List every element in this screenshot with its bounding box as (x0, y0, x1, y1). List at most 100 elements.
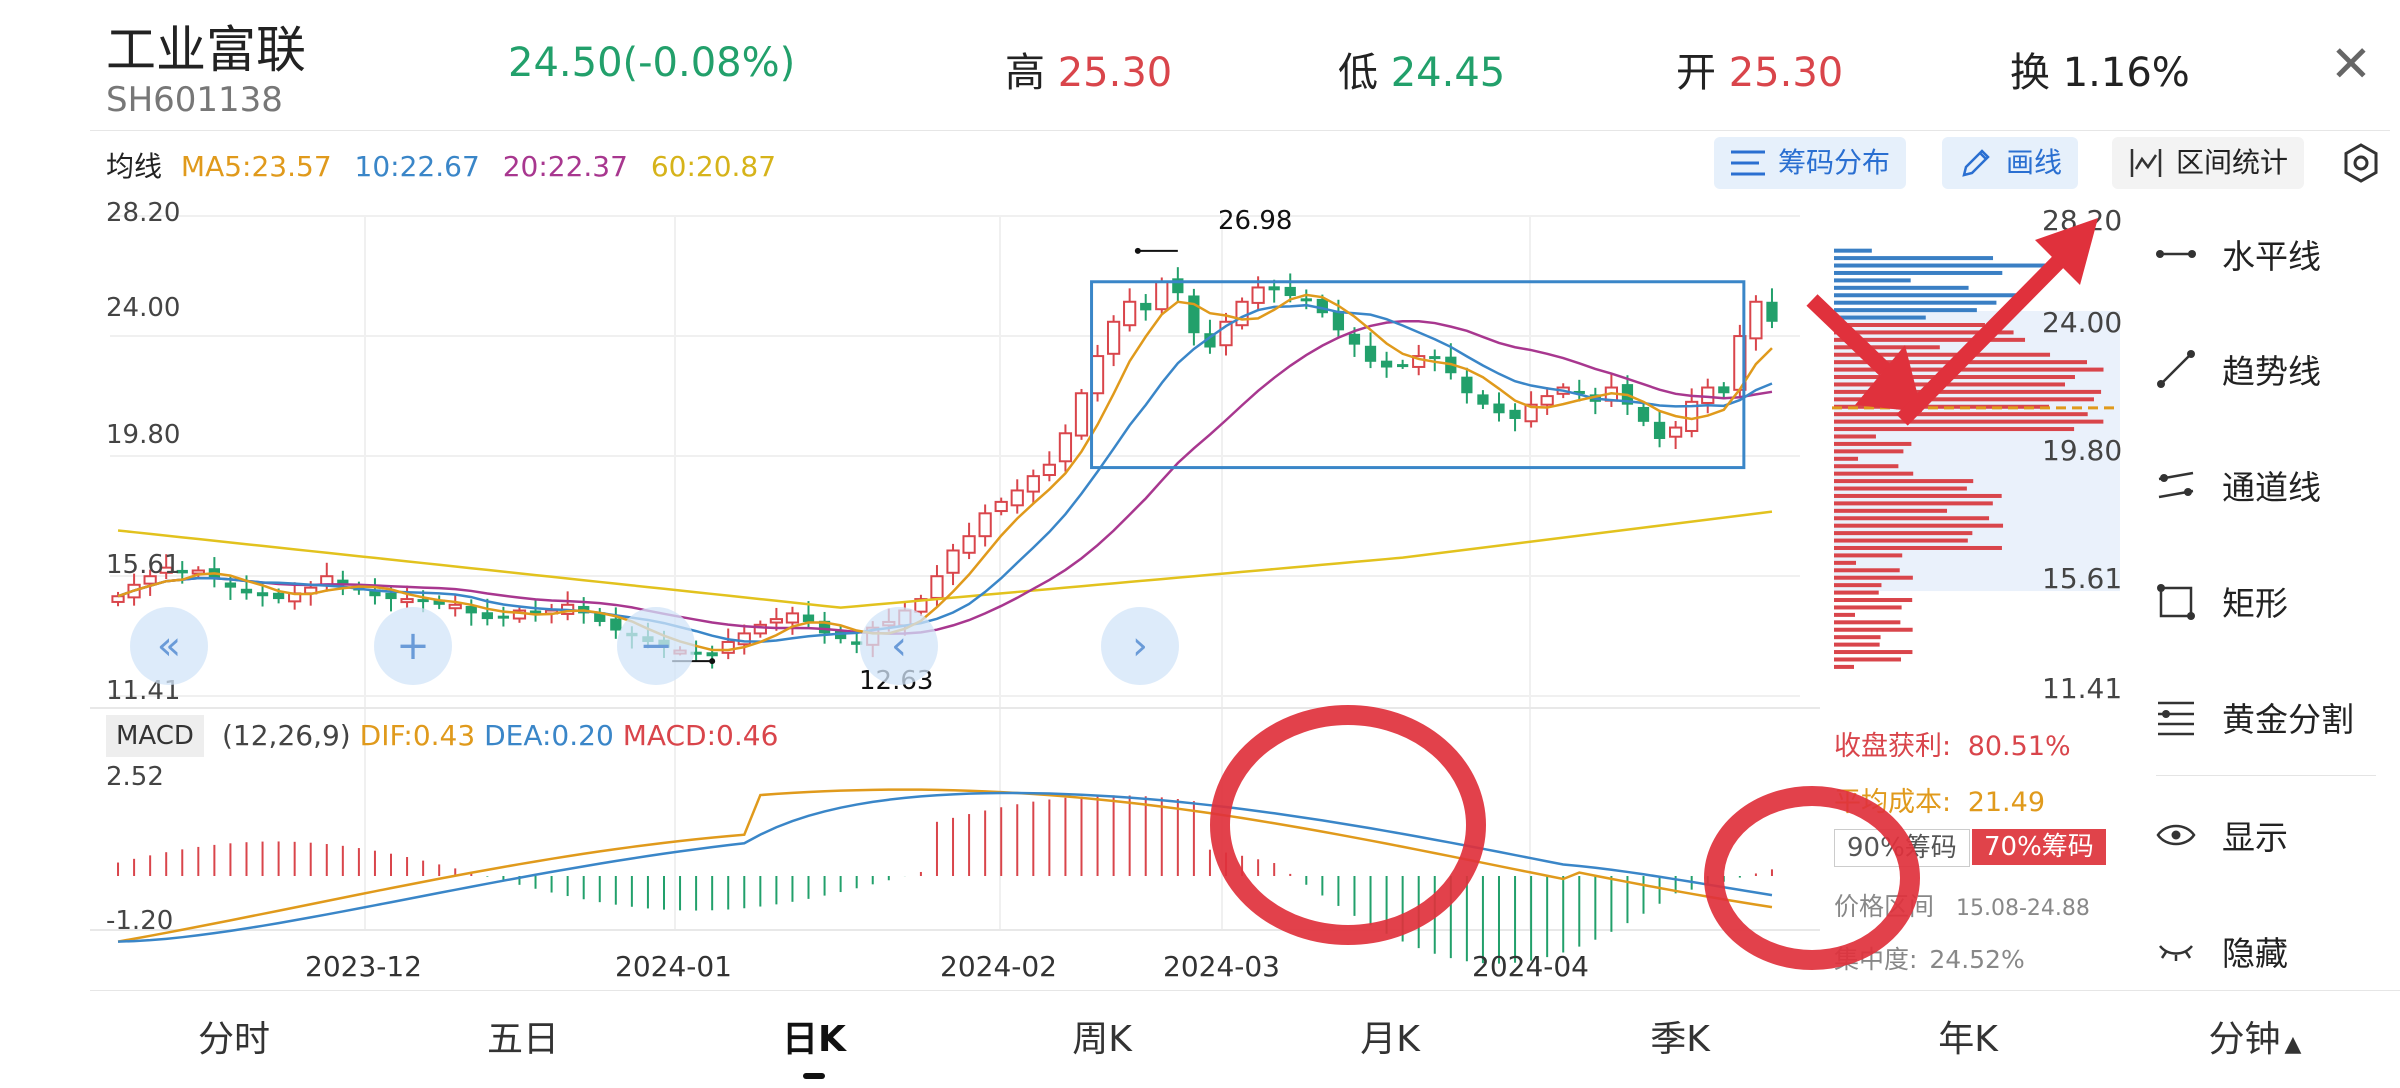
tool-horizontal-line[interactable]: 水平线 (2156, 224, 2321, 284)
tool-label: 显示 (2222, 818, 2288, 857)
candle-body-down (610, 618, 622, 631)
chip-bar (1834, 560, 1857, 565)
ma5-line (117, 293, 1773, 652)
price-tick-4: 15.61 (106, 550, 181, 580)
candle-body-up (1524, 403, 1538, 423)
settings-icon[interactable] (2340, 142, 2382, 188)
high-label: 高 (1005, 50, 1045, 96)
chip-bar (1834, 441, 1912, 446)
macd-indicator-button[interactable]: MACD (106, 715, 204, 757)
chip-bar (1834, 248, 1872, 253)
chip-bar (1834, 508, 1948, 513)
tab-weekly-k[interactable]: 周K (1072, 1019, 1132, 1060)
scroll-right-button[interactable]: › (1101, 607, 1179, 685)
chip-bar (1834, 367, 2104, 372)
candle-body-down (1493, 403, 1505, 414)
turnover-rate: 换 1.16% (2010, 40, 2190, 98)
chip-bar (1834, 612, 1856, 617)
candle-body-down (1172, 278, 1184, 294)
zoom-out-button[interactable]: − (617, 607, 695, 685)
candle-body-up (978, 512, 992, 538)
tab-minute[interactable]: 分钟 ▲ (2209, 1010, 2302, 1062)
tool-hide[interactable]: 隐藏 (2156, 921, 2288, 981)
tool-label: 通道线 (2222, 468, 2321, 507)
candle-body-down (1718, 386, 1730, 394)
candle-body-up (785, 612, 800, 624)
candle-body-up (946, 549, 960, 574)
golden-ratio-icon (2156, 697, 2196, 737)
candle-body-down (481, 612, 493, 620)
candle-body-down (818, 620, 831, 634)
chip-bar (1834, 300, 1997, 305)
open-label: 开 (1676, 50, 1716, 96)
kline-chart[interactable] (0, 0, 2400, 1000)
chip-bar (1834, 516, 1990, 521)
candle-body-down (851, 641, 863, 645)
price-range-value: 15.08-24.88 (1955, 896, 2090, 921)
candle-body-down (1477, 394, 1489, 405)
chip-distribution-button[interactable]: 筹码分布 (1714, 137, 1907, 189)
stock-code: SH601138 (106, 80, 283, 120)
candle-body-down (417, 599, 429, 603)
chip-70-button[interactable]: 70%筹码 (1972, 829, 2106, 865)
range-stats-button[interactable]: 区间统计 (2112, 137, 2305, 189)
candle-body-up (1251, 286, 1265, 304)
profit-label: 收盘获利: (1834, 731, 1952, 762)
list-icon (1728, 143, 1768, 183)
tool-label: 矩形 (2222, 584, 2288, 623)
tab-daily-k[interactable]: 日K (782, 1019, 846, 1060)
candle-body-up (400, 598, 414, 604)
tool-label: 隐藏 (2222, 934, 2288, 973)
tool-golden-ratio[interactable]: 黄金分割 (2156, 687, 2354, 747)
scroll-left-button[interactable]: ‹ (860, 607, 938, 685)
candle-body-down (1637, 406, 1650, 422)
chip-distribution-label: 筹码分布 (1778, 146, 1891, 179)
candle-body-down (1461, 376, 1473, 394)
active-tab-indicator (803, 1073, 825, 1079)
ma-label: 均线 (106, 150, 163, 183)
tool-show[interactable]: 显示 (2156, 805, 2288, 865)
candle-body-down (706, 652, 718, 657)
period-tabs: 分时 五日 日K 周K 月K 季K 年K 分钟 ▲ (0, 990, 2400, 1088)
rectangle-icon (2156, 581, 2196, 621)
tool-rectangle[interactable]: 矩形 (2156, 571, 2288, 631)
candle-body-down (594, 612, 606, 622)
chip-bar (1834, 605, 1902, 610)
chip-bar (1834, 538, 1968, 543)
tab-intraday[interactable]: 分时 (197, 1019, 271, 1060)
candle-body-up (448, 603, 462, 610)
chip-bar (1834, 389, 2102, 394)
candle-body-up (1010, 489, 1024, 507)
channel-line-icon (2156, 465, 2196, 505)
candle-body-up (1540, 395, 1554, 406)
candle-body-up (143, 575, 157, 585)
candle-body-up (1106, 320, 1121, 355)
price-range: 价格区间 15.08-24.88 (1834, 887, 2090, 923)
tool-channel-line[interactable]: 通道线 (2156, 455, 2321, 515)
tab-yearly-k[interactable]: 年K (1938, 1019, 1998, 1060)
scroll-left-fast-button[interactable]: « (130, 607, 208, 685)
candle-body-up (1669, 426, 1683, 438)
high-price: 高 25.30 (1005, 40, 1172, 98)
tool-trend-line[interactable]: 趋势线 (2156, 339, 2321, 399)
tab-quarterly-k[interactable]: 季K (1650, 1019, 1710, 1060)
header-divider (90, 130, 2390, 131)
close-icon[interactable]: ✕ (2330, 35, 2372, 93)
tab-five-day[interactable]: 五日 (486, 1019, 560, 1060)
macd-params: (12,26,9) (222, 719, 351, 752)
x-tick-4: 2024-03 (1163, 950, 1280, 983)
chip-bar (1834, 590, 1879, 595)
candle-body-down (465, 605, 477, 614)
chip-bar (1834, 650, 1913, 655)
annotation-arrow-up (1896, 218, 2098, 426)
price-tick-1: 28.20 (106, 198, 181, 228)
draw-line-button[interactable]: 画线 (1942, 137, 2079, 189)
tool-label: 黄金分割 (2222, 700, 2354, 739)
candle-body-down (1204, 333, 1216, 348)
candle-body-up (1026, 475, 1040, 493)
tab-monthly-k[interactable]: 月K (1360, 1019, 1420, 1060)
chip-bar (1834, 545, 2002, 550)
zoom-in-button[interactable]: + (374, 607, 452, 685)
annotation-circle-macd-cross (1704, 786, 1920, 970)
chip-bar (1834, 315, 1926, 320)
